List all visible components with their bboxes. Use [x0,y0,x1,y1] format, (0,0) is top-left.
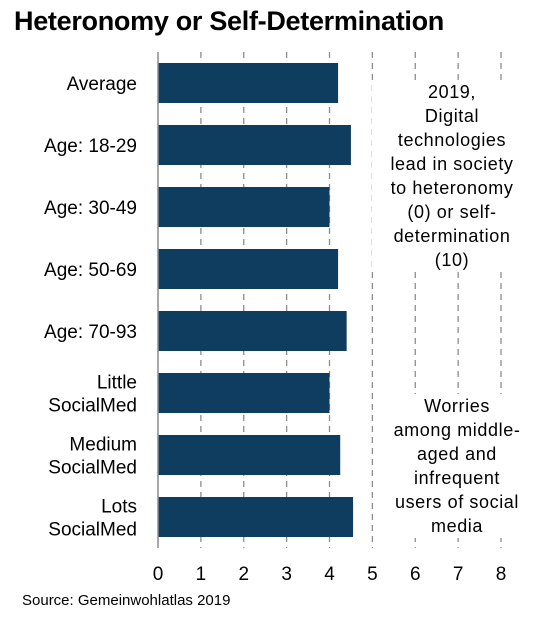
bar [158,497,354,537]
annotation-top-line: determination [393,226,511,246]
annotation-top-line: Digital [424,106,480,126]
annotation-top-line: technologies [397,130,507,150]
category-label: Age: 50-69 [44,260,137,281]
category-label: Age: 30-49 [44,198,137,219]
x-tick-label: 3 [281,564,292,585]
annotation-bottom-line: aged and [417,444,497,464]
category-label: Age: 70-93 [44,322,137,343]
annotation-top-line: (10) [434,250,470,270]
annotation-top-line: to heteronomy [390,178,514,198]
category-label: Little SocialMed [48,373,137,417]
chart-title: Heteronomy or Self-Determination [14,6,444,36]
category-label: Average [67,74,137,95]
annotation-top-line: 2019, [427,82,477,102]
x-tick-label: 4 [324,564,335,585]
bar [158,435,341,475]
x-tick-label: 2 [238,564,249,585]
x-tick-label: 7 [453,564,464,585]
category-label: Medium SocialMed [48,435,137,479]
annotation-bottom: Worries among middle- aged and infrequen… [382,394,532,538]
category-label: Lots SocialMed [48,497,137,541]
bar [158,125,351,165]
bar [158,249,339,289]
source-note: Source: Gemeinwohlatlas 2019 [22,592,231,609]
x-tick-label: 6 [410,564,421,585]
bar [158,187,330,227]
annotation-bottom-line: users of social [394,492,520,512]
x-tick-label: 0 [153,564,164,585]
x-tick-label: 8 [496,564,507,585]
x-tick-label: 1 [196,564,207,585]
bar [158,373,330,413]
x-tick-label: 5 [367,564,378,585]
annotation-top: 2019, Digital technologies lead in socie… [372,80,532,272]
annotation-bottom-line: among middle- [393,420,521,440]
annotation-bottom-line: Worries [424,396,490,416]
bar [158,311,347,351]
annotation-top-line: lead in society [390,154,514,174]
annotation-bottom-line: infrequent [413,468,501,488]
category-label: Age: 18-29 [44,136,137,157]
annotation-bottom-line: media [430,516,484,536]
bar [158,63,339,103]
annotation-top-line: (0) or self- [407,202,497,222]
